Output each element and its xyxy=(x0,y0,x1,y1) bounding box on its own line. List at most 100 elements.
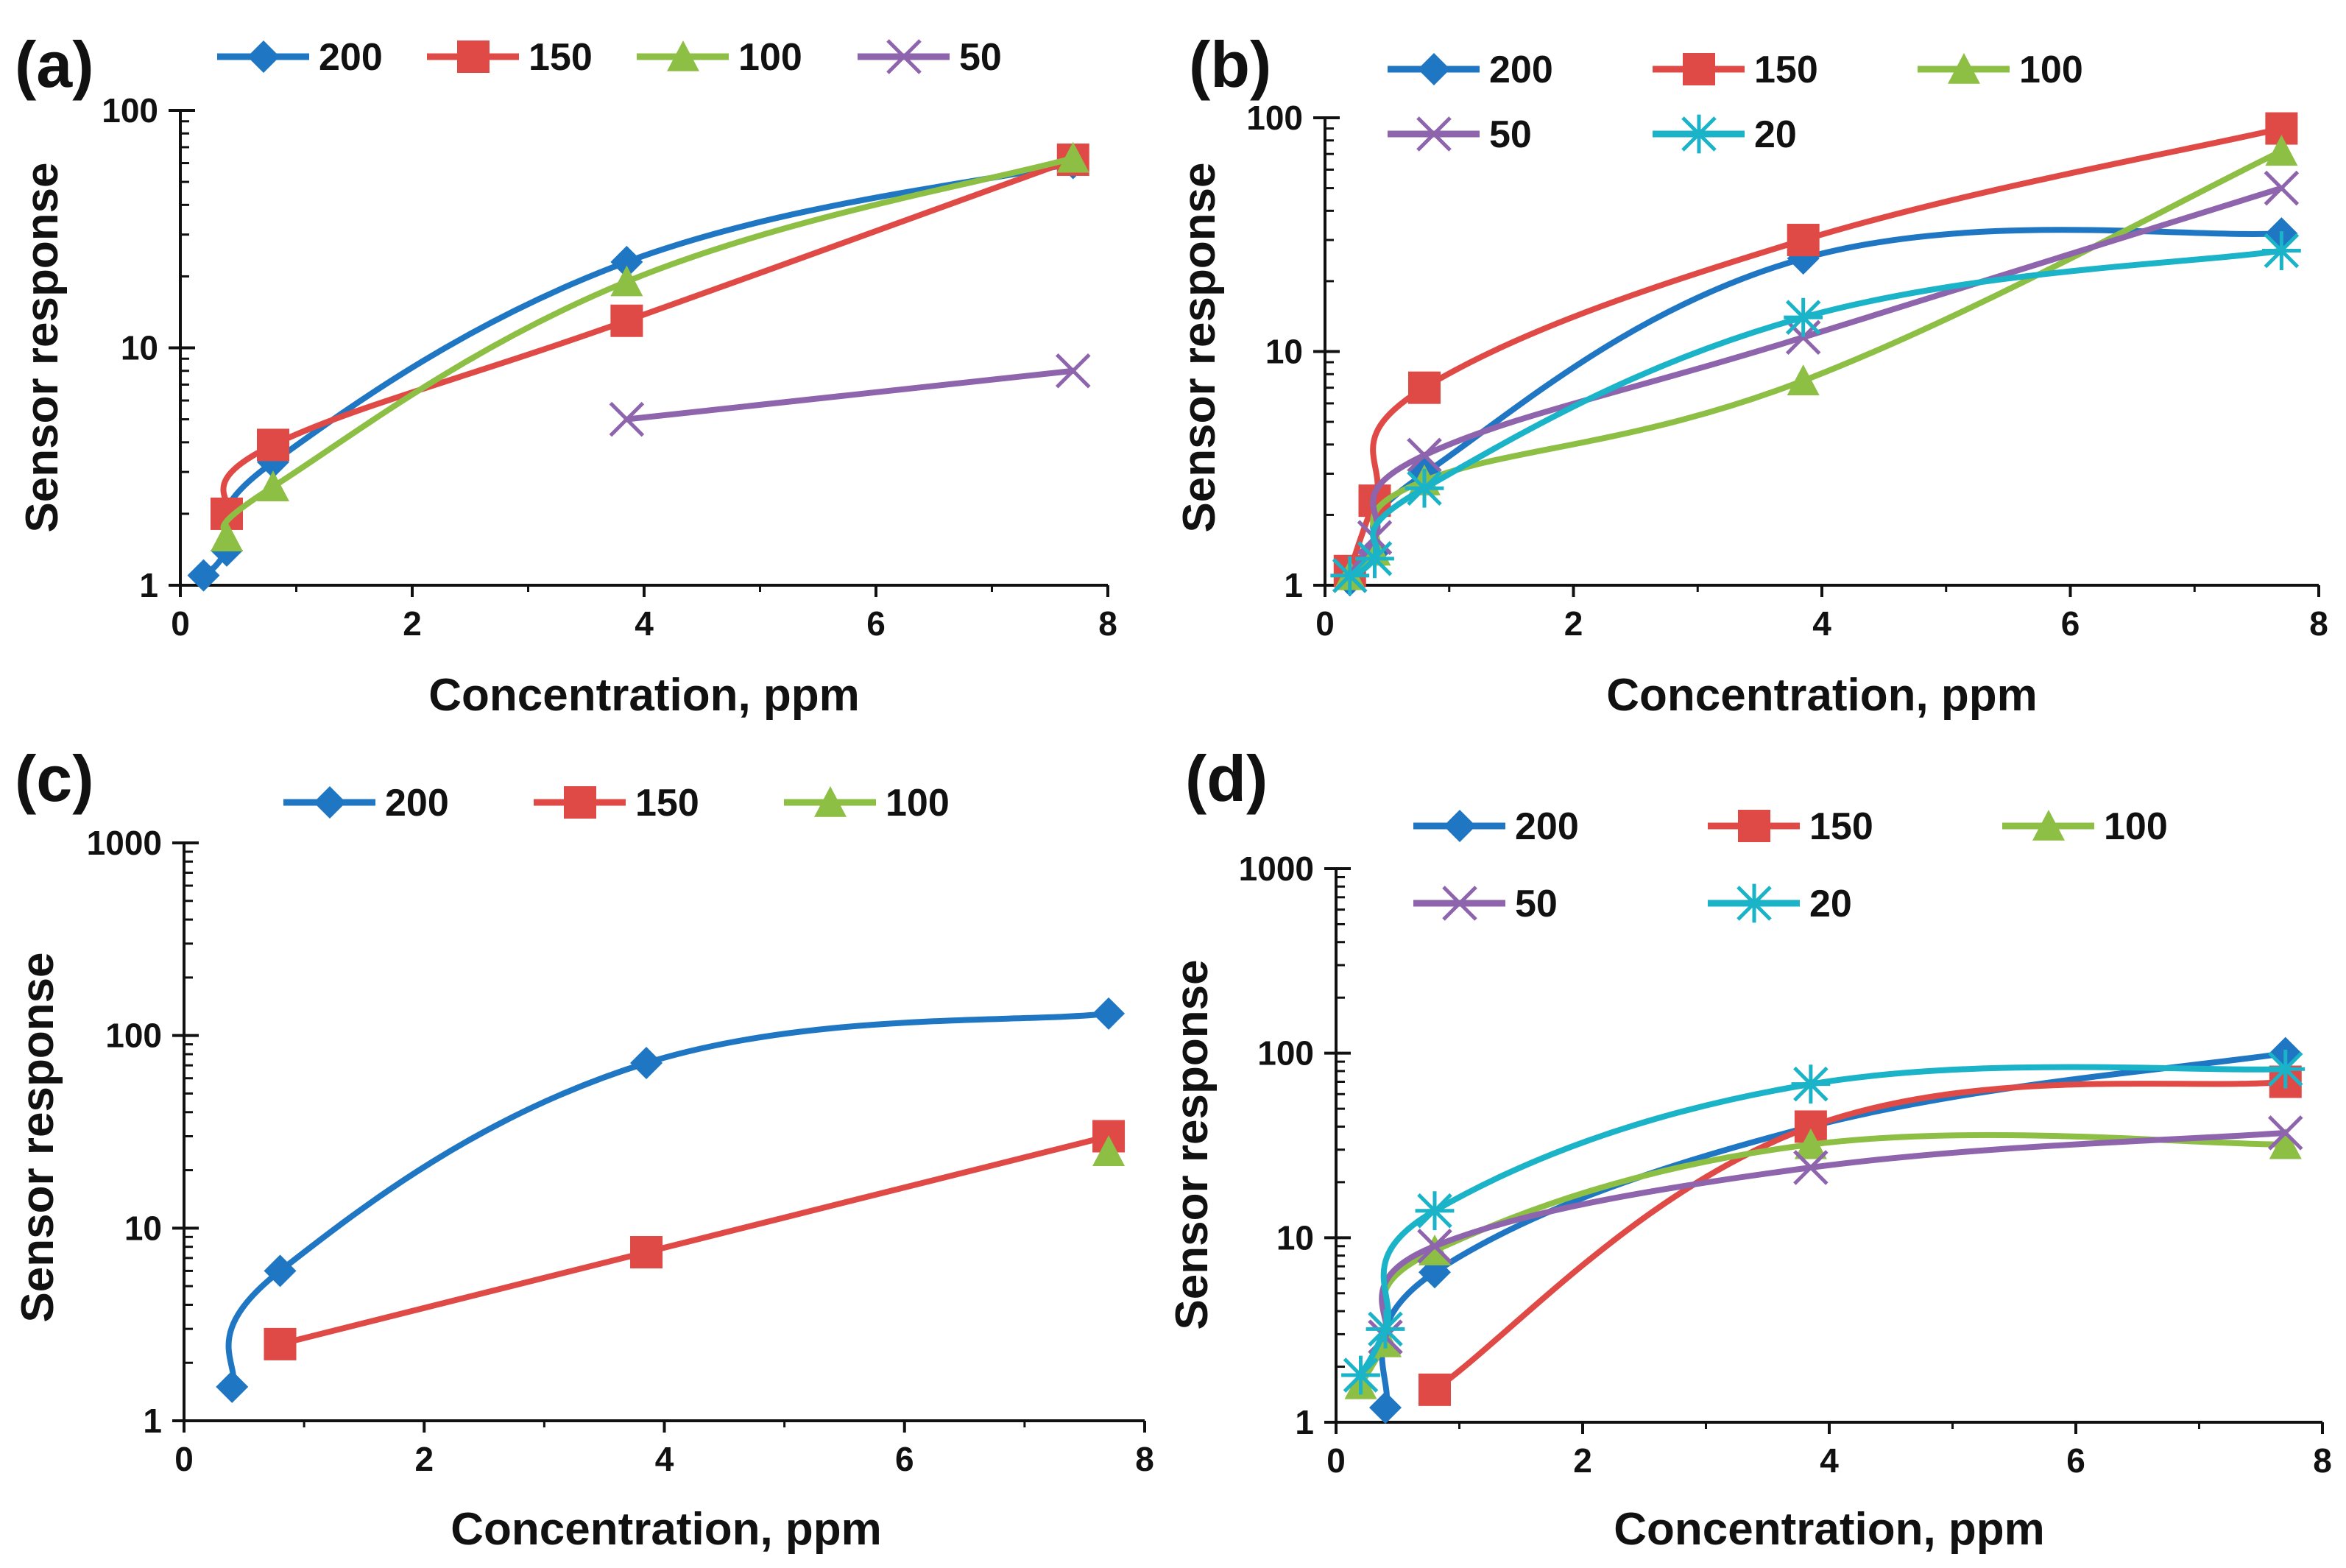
data-point-100 xyxy=(1092,1135,1126,1167)
data-point-150 xyxy=(1418,1373,1451,1406)
y-axis-title: Sensor response xyxy=(1167,959,1218,1329)
legend-marker xyxy=(1442,886,1477,921)
legend-item-200: 200 xyxy=(1388,49,1553,91)
series-line-100 xyxy=(220,155,1076,540)
series-150 xyxy=(264,1120,1126,1360)
series-line-100 xyxy=(1357,1131,2289,1388)
series-20 xyxy=(1341,1049,2306,1395)
legend-item-200: 200 xyxy=(217,36,383,79)
data-point-50-stroke-b xyxy=(609,401,645,437)
legend-label: 100 xyxy=(2104,805,2168,848)
series-line-50 xyxy=(1379,1129,2289,1341)
x-axis-title: Concentration, ppm xyxy=(1606,670,2038,721)
data-point-50 xyxy=(1793,1150,1829,1185)
legend-label: 50 xyxy=(959,36,1002,79)
data-point-200 xyxy=(610,245,643,278)
data-point-50 xyxy=(1055,353,1091,389)
y-tick-label: 1 xyxy=(1295,1403,1314,1441)
panel-label: (b) xyxy=(1189,28,1271,101)
series-line-50 xyxy=(623,367,1076,423)
legend-item-100: 100 xyxy=(637,36,802,79)
data-point-50 xyxy=(2267,1115,2303,1151)
legend-marker xyxy=(1418,53,1450,85)
legend-marker xyxy=(814,786,847,817)
legend-marker xyxy=(667,40,699,71)
panel-label: (a) xyxy=(15,28,94,101)
x-tick-label: 2 xyxy=(1564,604,1583,643)
series-line-100 xyxy=(1346,148,2285,579)
legend-item-20: 20 xyxy=(1708,883,1852,925)
data-point-150 xyxy=(257,428,289,462)
legend-item-150: 150 xyxy=(1708,805,1873,848)
data-point-50-stroke-b xyxy=(1793,1150,1829,1185)
legend-marker xyxy=(1948,53,1980,84)
y-axis-title: Sensor response xyxy=(1174,162,1225,532)
legend-item-100: 100 xyxy=(2002,805,2168,848)
data-point-100 xyxy=(2265,135,2298,166)
legend-marker xyxy=(564,786,596,819)
y-axis-title: Sensor response xyxy=(13,952,63,1322)
x-axis-title: Concentration, ppm xyxy=(1614,1504,2045,1555)
x-axis-title: Concentration, ppm xyxy=(428,670,860,721)
legend-marker xyxy=(1738,810,1770,842)
x-tick-label: 4 xyxy=(1812,604,1831,643)
chart-panel-3: 1 10 100 1000 0 2 4 6 8 (c) Concentration, ppm Sens… xyxy=(13,742,1154,1555)
x-tick-label: 4 xyxy=(635,604,654,643)
legend-item-150: 150 xyxy=(427,36,593,79)
series-line-150 xyxy=(277,1133,1112,1347)
legend-label: 150 xyxy=(529,36,593,79)
series-200 xyxy=(1369,1036,2302,1424)
legend-marker xyxy=(314,786,346,819)
y-tick-label: 1000 xyxy=(87,824,162,862)
series-line-200 xyxy=(1379,1050,2289,1411)
series-200 xyxy=(1333,217,2298,597)
legend-marker-stroke-b xyxy=(886,39,922,74)
legend-item-50: 50 xyxy=(1413,883,1558,925)
x-tick-label: 8 xyxy=(2309,604,2328,643)
data-point-50 xyxy=(2264,170,2300,206)
data-point-100 xyxy=(257,470,289,501)
series-200 xyxy=(216,997,1126,1403)
series-150 xyxy=(211,143,1089,530)
x-tick-label: 8 xyxy=(2313,1441,2332,1480)
data-point-200 xyxy=(187,559,220,592)
y-tick-label: 10 xyxy=(121,329,158,367)
x-tick-label: 0 xyxy=(1315,604,1335,643)
y-tick-label: 10 xyxy=(1265,333,1303,371)
data-point-100 xyxy=(1056,141,1089,173)
legend-marker xyxy=(1416,116,1452,152)
legend-item-20: 20 xyxy=(1653,113,1797,156)
x-tick-label: 2 xyxy=(403,604,422,643)
series-line-150 xyxy=(1432,1078,2289,1393)
x-tick-label: 8 xyxy=(1135,1440,1154,1478)
data-point-50-stroke-b xyxy=(1055,353,1091,389)
series-200 xyxy=(187,146,1089,592)
data-point-200 xyxy=(216,1370,249,1403)
data-point-20 xyxy=(1784,297,1823,337)
chart-panel-2: 1 10 100 0 2 4 6 8 (b) Concentration, ppm Sensor r… xyxy=(1174,28,2328,721)
legend-label: 150 xyxy=(635,782,699,824)
data-point-20 xyxy=(2266,1049,2306,1089)
legend-item-150: 150 xyxy=(1653,49,1818,91)
data-point-20 xyxy=(1415,1191,1455,1231)
legend-label: 100 xyxy=(2019,49,2083,91)
legend-marker xyxy=(457,40,490,73)
data-point-150 xyxy=(264,1327,297,1360)
chart-panel-4: 1 10 100 1000 0 2 4 6 8 (d) Concentration, ppm Sens… xyxy=(1167,742,2332,1555)
legend-marker xyxy=(1444,810,1476,842)
legend-marker-stroke-b xyxy=(1442,886,1477,921)
legend-item-50: 50 xyxy=(1388,113,1532,156)
series-line-200 xyxy=(225,1010,1112,1390)
data-point-50 xyxy=(609,401,645,437)
data-point-20 xyxy=(2261,231,2301,270)
data-point-100 xyxy=(610,265,643,297)
data-point-20 xyxy=(1791,1064,1831,1104)
legend-label: 50 xyxy=(1515,883,1558,925)
x-tick-label: 4 xyxy=(655,1440,674,1478)
x-tick-label: 0 xyxy=(174,1440,194,1478)
legend-marker xyxy=(2032,810,2065,841)
legend-item-150: 150 xyxy=(534,782,699,824)
legend-label: 150 xyxy=(1754,49,1818,91)
series-100 xyxy=(1344,1128,2302,1399)
data-point-100 xyxy=(1418,1235,1451,1265)
